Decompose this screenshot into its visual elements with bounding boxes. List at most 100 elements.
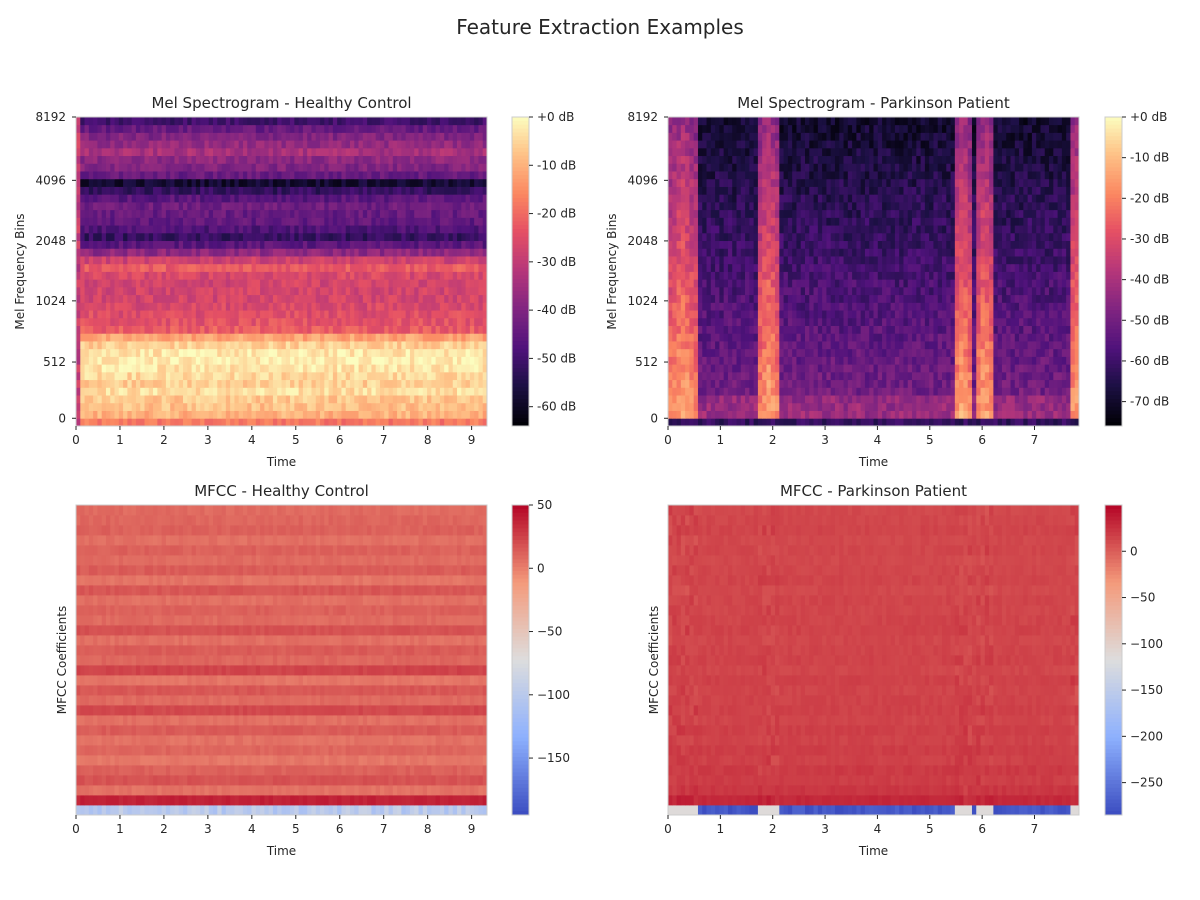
heatmap-cell (775, 364, 780, 373)
heatmap-cell (732, 371, 737, 381)
heatmap-cell (170, 248, 175, 257)
heatmap-cell (93, 348, 98, 357)
heatmap-cell (324, 240, 329, 249)
heatmap-cell (247, 194, 252, 203)
heatmap-cell (165, 286, 171, 296)
heatmap-cell (183, 225, 188, 234)
heatmap (76, 117, 488, 427)
heatmap-cell (715, 371, 720, 381)
heatmap-cell (946, 371, 951, 381)
heatmap-cell (452, 225, 458, 234)
heatmap-cell (332, 271, 338, 280)
heatmap-cell (822, 395, 827, 404)
heatmap-cell (195, 217, 201, 226)
heatmap-cell (452, 302, 458, 311)
heatmap-cell (723, 379, 729, 388)
heatmap-cell (457, 240, 462, 249)
heatmap-cell (208, 341, 214, 350)
heatmap-cell (414, 356, 419, 365)
heatmap-cell (234, 333, 240, 342)
heatmap-cell (324, 395, 329, 404)
colorbar-segment (512, 209, 529, 215)
heatmap-cell (315, 395, 321, 404)
heatmap-cell (392, 163, 398, 172)
heatmap-cell (251, 256, 257, 265)
heatmap-cell (345, 201, 351, 211)
heatmap-cell (482, 163, 488, 172)
heatmap-cell (187, 171, 192, 180)
heatmap-cell (238, 209, 244, 218)
heatmap-cell (431, 248, 437, 257)
heatmap-cell (277, 279, 282, 288)
heatmap-cell (813, 418, 819, 427)
heatmap-cell (123, 186, 128, 195)
heatmap-cell (409, 147, 415, 157)
heatmap-cell (465, 395, 471, 404)
heatmap-cell (367, 333, 372, 342)
heatmap-cell (230, 225, 235, 234)
heatmap-cell (358, 217, 364, 226)
heatmap-cell (88, 201, 94, 211)
heatmap-cell (345, 186, 351, 195)
heatmap-cell (174, 163, 180, 172)
heatmap-cell (1061, 356, 1067, 365)
heatmap-cell (225, 186, 231, 195)
heatmap-cell (285, 395, 291, 404)
heatmap-cell (264, 194, 270, 203)
heatmap-cell (157, 341, 163, 350)
heatmap-cell (174, 402, 180, 411)
heatmap-cell (405, 294, 411, 303)
heatmap-cell (131, 302, 137, 311)
heatmap-cell (435, 163, 441, 172)
heatmap-cell (200, 418, 205, 427)
heatmap-cell (431, 194, 437, 203)
heatmap-cell (362, 402, 368, 411)
heatmap-cell (362, 379, 368, 388)
heatmap-cell (384, 371, 389, 381)
heatmap-cell (157, 364, 163, 373)
heatmap-cell (805, 371, 810, 381)
heatmap-cell (272, 418, 278, 427)
heatmap-cell (345, 117, 351, 126)
heatmap-cell (693, 348, 699, 357)
heatmap-cell (174, 395, 180, 404)
heatmap-cell (272, 232, 278, 242)
heatmap-cell (482, 402, 488, 411)
heatmap-cell (882, 364, 887, 373)
heatmap-cell (118, 341, 124, 350)
heatmap-cell (452, 209, 458, 218)
heatmap-cell (1027, 379, 1033, 388)
heatmap-cell (474, 155, 479, 164)
heatmap-cell (285, 171, 291, 180)
heatmap-cell (307, 356, 312, 365)
heatmap-cell (105, 286, 111, 296)
heatmap-cell (123, 364, 128, 373)
heatmap-cell (324, 132, 329, 141)
heatmap-cell (792, 418, 797, 427)
heatmap-cell (294, 387, 300, 396)
heatmap-cell (401, 302, 407, 311)
heatmap-cell (187, 194, 192, 203)
heatmap-cell (298, 356, 304, 365)
heatmap-cell (140, 178, 145, 187)
heatmap-cell (110, 201, 115, 211)
heatmap-cell (238, 147, 244, 157)
heatmap-cell (942, 402, 947, 411)
heatmap-cell (719, 341, 725, 350)
heatmap-cell (332, 186, 338, 195)
heatmap-cell (418, 418, 424, 427)
heatmap-cell (294, 117, 300, 126)
heatmap-cell (93, 256, 98, 265)
heatmap-cell (153, 248, 158, 257)
heatmap-cell (350, 279, 355, 288)
heatmap-cell (320, 410, 325, 419)
heatmap-cell (929, 395, 934, 404)
heatmap-cell (469, 410, 475, 419)
heatmap-cell (980, 387, 986, 396)
heatmap-cell (260, 194, 265, 203)
heatmap-cell (697, 387, 703, 396)
heatmap-cell (144, 379, 150, 388)
heatmap-cell (350, 263, 355, 272)
heatmap-cell (1014, 379, 1020, 388)
heatmap-cell (298, 418, 304, 427)
